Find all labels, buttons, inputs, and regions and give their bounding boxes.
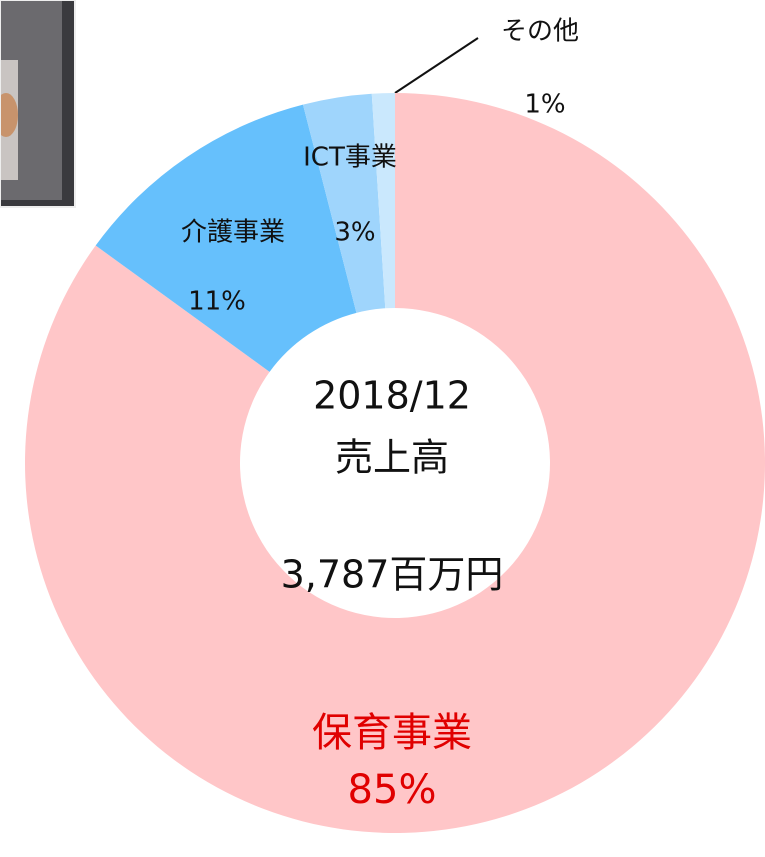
photo: [0, 0, 76, 208]
value-label: 85%: [348, 767, 437, 813]
center-text: 売上高: [335, 436, 449, 480]
center-text: 2018/12: [313, 374, 471, 418]
center-text: 3,787百万円: [281, 553, 504, 597]
value-label: 11%: [188, 287, 246, 317]
category-label: その他: [501, 17, 579, 47]
leader-line: [394, 37, 479, 94]
donut-slice: [25, 93, 765, 833]
value-label: 3%: [334, 218, 375, 248]
donut-slice: [371, 93, 395, 309]
value-label: 1%: [524, 90, 565, 120]
donut-slice: [302, 93, 386, 313]
category-label: 介護事業: [181, 218, 285, 248]
category-label: ICT事業: [303, 143, 397, 173]
category-label: 保育事業: [312, 710, 472, 756]
donut-slice: [95, 104, 357, 372]
